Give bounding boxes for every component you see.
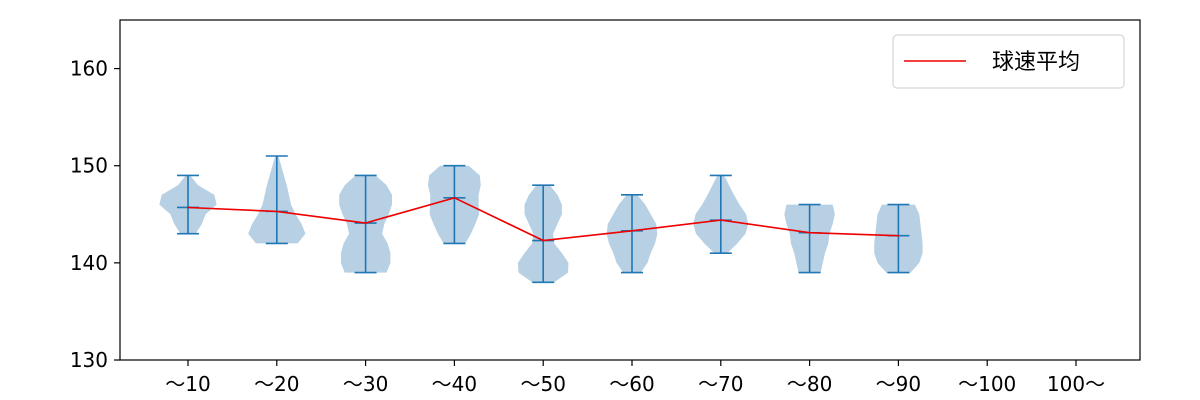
x-tick-label: ～70 xyxy=(698,372,743,396)
x-tick-label: ～10 xyxy=(165,372,210,396)
violins-layer xyxy=(159,155,923,284)
violin-group xyxy=(517,184,569,284)
legend-box xyxy=(892,34,1125,89)
x-tick-label: ～30 xyxy=(343,372,388,396)
mean-speed-point xyxy=(276,210,278,213)
mean-speed-point xyxy=(631,230,633,232)
y-tick-label: 130 xyxy=(70,348,108,372)
x-tick-label: 100～ xyxy=(1047,372,1105,396)
x-tick-label: ～20 xyxy=(254,372,299,396)
legend: 球速平均 xyxy=(892,34,1125,89)
violin-group xyxy=(693,174,749,254)
axes: 130 140 150 160 ～10 ～20 ～30 ～40 ～50 ～60 ～70 ～80 ～90 ～… xyxy=(70,19,1141,396)
mean-speed-point xyxy=(897,234,900,237)
mean-speed-point xyxy=(542,239,544,242)
mean-speed-point xyxy=(808,231,811,234)
mean-speed-point xyxy=(364,222,367,224)
violin-group xyxy=(428,164,481,245)
x-tick-label: ～40 xyxy=(432,372,477,396)
x-tick-label: ～100 xyxy=(958,372,1016,396)
violin-group xyxy=(159,174,217,235)
violin-group xyxy=(248,155,306,245)
mean-speed-point xyxy=(187,206,189,209)
x-tick-label: ～50 xyxy=(520,372,565,396)
violin-group xyxy=(606,194,658,274)
mean-speed-point xyxy=(720,219,722,221)
mean-line-layer xyxy=(187,196,900,242)
violin-group xyxy=(339,174,392,274)
violin-group xyxy=(874,203,923,274)
x-tick-label: ～90 xyxy=(876,372,921,396)
x-tick-label: ～80 xyxy=(787,372,832,396)
legend-label: 球速平均 xyxy=(992,50,1080,75)
y-tick-label: 140 xyxy=(70,251,108,275)
y-tick-label: 160 xyxy=(70,57,108,81)
violin-group xyxy=(784,203,835,274)
x-tick-label: ～60 xyxy=(609,372,654,396)
plot-frame xyxy=(119,19,1141,361)
mean-speed-point xyxy=(453,196,456,199)
y-tick-label: 150 xyxy=(70,154,108,178)
